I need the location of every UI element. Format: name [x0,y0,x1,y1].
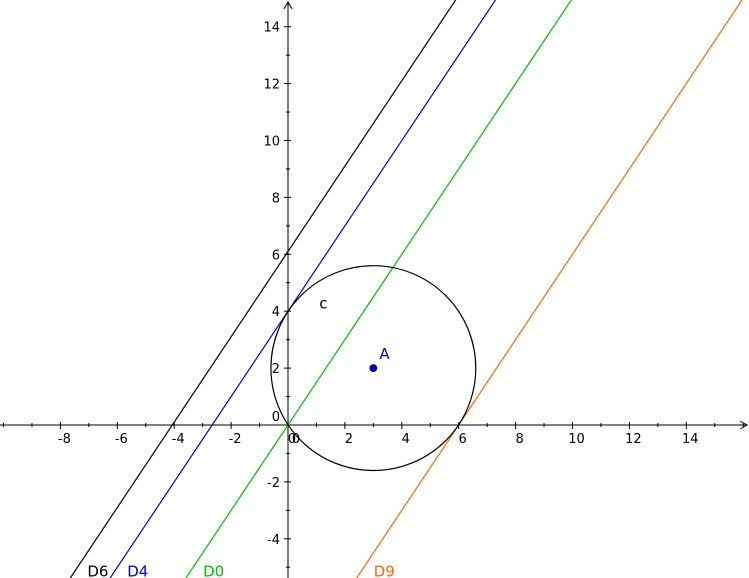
y-tick-label: 2 [272,362,280,377]
circle-layer: c [270,265,477,472]
point-layer: A [369,345,390,373]
y-tick-label: 4 [272,305,280,320]
line-labels: D6 D4 D0 D9 [87,562,394,578]
y-axis-ticks: -4 -2 2 4 6 8 10 12 14 0 [263,21,291,568]
line-label-d0: D0 [203,562,224,578]
y-tick-label: 0 [272,410,280,425]
line-d6 [69,0,457,578]
point-label: A [379,345,390,363]
x-tick-label: -4 [172,432,185,447]
y-tick-label: 12 [263,78,280,93]
x-tick-label: 10 [568,432,585,447]
x-tick-label: 0 [292,432,300,447]
y-tick-label: -2 [267,476,280,491]
y-axis-arrow [283,0,293,10]
x-tick-label: -6 [115,432,128,447]
line-d4 [109,0,497,578]
x-axis-ticks: -8 -6 -4 -2 0 2 4 6 8 10 12 14 0 [3,422,744,447]
y-tick-label: 10 [263,135,280,150]
circle-c [270,265,477,472]
x-tick-label: -8 [58,432,71,447]
x-tick-label: -2 [229,432,242,447]
line-label-d4: D4 [127,562,148,578]
x-tick-label: 14 [682,432,699,447]
y-tick-label: 8 [272,191,280,206]
point-a [369,364,378,373]
line-label-d6: D6 [87,562,108,578]
x-axis-arrow [739,420,749,430]
x-tick-label: 8 [515,432,523,447]
line-d9 [355,0,743,578]
parallel-lines [69,0,743,578]
y-tick-label: 6 [272,248,280,263]
y-tick-label: 14 [263,21,280,36]
line-d0 [185,0,573,578]
circle-label: c [319,294,327,312]
y-tick-label: -4 [267,533,280,548]
x-tick-label: 2 [345,432,353,447]
x-tick-label: 0 [288,432,296,447]
x-tick-label: 12 [625,432,642,447]
line-label-d9: D9 [374,562,395,578]
x-tick-label: 4 [402,432,410,447]
x-tick-label: 6 [459,432,467,447]
